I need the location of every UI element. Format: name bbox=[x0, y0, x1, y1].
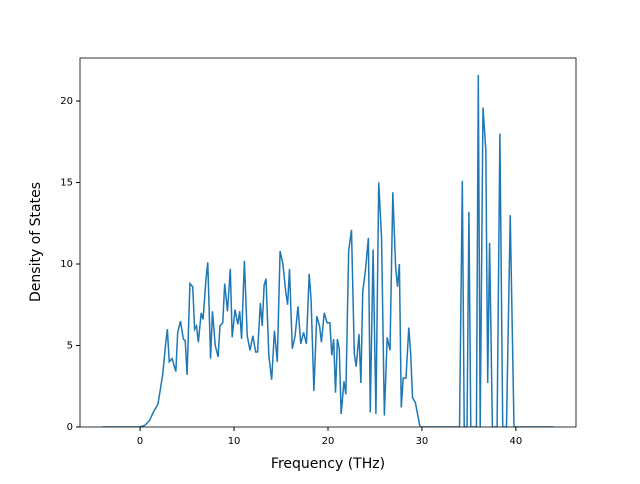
x-tick-label: 20 bbox=[322, 436, 335, 447]
y-tick-label: 15 bbox=[60, 178, 73, 189]
x-tick-label: 10 bbox=[228, 436, 241, 447]
y-axis-label: Density of States bbox=[28, 182, 44, 302]
x-tick-label: 40 bbox=[510, 436, 523, 447]
y-tick-label: 0 bbox=[67, 422, 73, 433]
y-tick-label: 5 bbox=[67, 341, 73, 352]
y-tick-label: 10 bbox=[60, 259, 73, 270]
plot-frame bbox=[79, 57, 577, 428]
density-line bbox=[102, 74, 554, 427]
x-axis-label: Frequency (THz) bbox=[271, 456, 385, 472]
x-tick-label: 0 bbox=[137, 436, 143, 447]
x-tick-label: 30 bbox=[416, 436, 429, 447]
y-tick-label: 20 bbox=[60, 96, 73, 107]
